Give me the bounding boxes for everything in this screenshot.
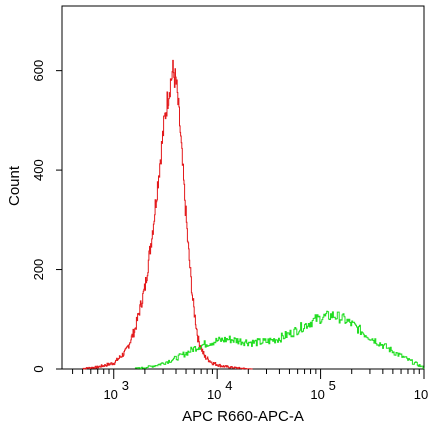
x-tick-label-3: 10 bbox=[414, 387, 428, 402]
x-axis: 10 3 10 4 10 5 10 bbox=[72, 369, 428, 402]
x-tick-label-2: 10 bbox=[310, 387, 324, 402]
x-tick-exponent-0: 3 bbox=[122, 378, 129, 393]
x-tick-label-1: 10 bbox=[207, 387, 221, 402]
y-axis: 0 200 400 600 bbox=[31, 60, 62, 373]
y-tick-label-3: 600 bbox=[31, 60, 46, 82]
plot-frame bbox=[61, 5, 425, 370]
series-layer bbox=[82, 59, 425, 370]
x-axis-title: APC R660-APC-A bbox=[182, 408, 304, 425]
x-tick-label-0: 10 bbox=[103, 387, 117, 402]
y-tick-label-2: 400 bbox=[31, 159, 46, 181]
histogram-series-1 bbox=[82, 59, 253, 370]
x-tick-exponent-1: 4 bbox=[225, 378, 232, 393]
y-axis-title: Count bbox=[6, 165, 23, 206]
y-tick-label-0: 0 bbox=[31, 365, 46, 372]
histogram-series-2 bbox=[134, 310, 425, 370]
x-tick-exponent-2: 5 bbox=[329, 378, 336, 393]
y-tick-label-1: 200 bbox=[31, 259, 46, 281]
